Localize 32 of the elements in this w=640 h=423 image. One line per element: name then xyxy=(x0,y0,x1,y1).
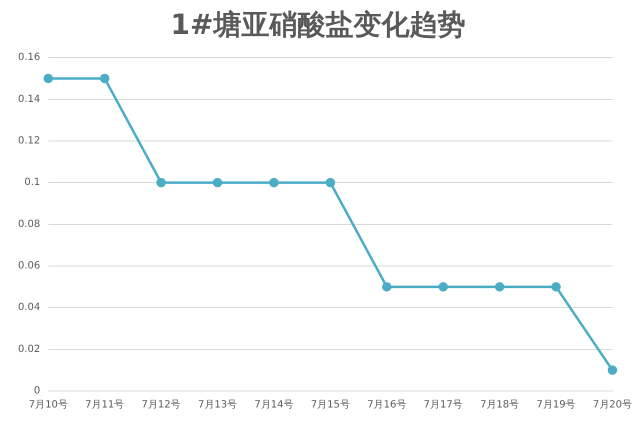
y-tick-label: 0.1 xyxy=(24,177,40,188)
point xyxy=(608,365,618,375)
point xyxy=(326,178,336,188)
x-tick-label: 7月16号 xyxy=(367,400,406,411)
point xyxy=(438,282,448,292)
point xyxy=(212,178,222,188)
x-tick-label: 7月15号 xyxy=(310,400,350,411)
point xyxy=(156,178,166,188)
y-tick-label: 0.08 xyxy=(18,218,40,230)
x-tick-label: 7月20号 xyxy=(592,400,632,411)
point xyxy=(100,74,110,84)
y-tick-label: 0.02 xyxy=(18,344,40,355)
y-tick-label: 0.16 xyxy=(18,52,40,64)
x-tick-label: 7月18号 xyxy=(480,400,520,411)
x-tick-label: 7月19号 xyxy=(536,400,576,411)
x-tick-label: 7月11号 xyxy=(85,400,124,411)
x-tick-label: 7月14号 xyxy=(254,400,294,411)
x-tick-label: 7月12号 xyxy=(142,400,181,411)
x-tick-label: 7月10号 xyxy=(28,400,68,411)
point xyxy=(269,178,279,188)
x-tick-label: 7月13号 xyxy=(198,400,238,411)
point xyxy=(44,74,54,84)
y-tick-label: 0 xyxy=(34,386,40,397)
chart-title: 1#塘亚硝酸盐变化趋势 xyxy=(170,8,466,42)
y-tick-label: 0.06 xyxy=(18,260,40,272)
y-tick-label: 0.14 xyxy=(18,94,40,105)
y-tick-label: 0.04 xyxy=(18,302,40,314)
point xyxy=(551,282,561,292)
y-tick-label: 0.12 xyxy=(18,136,40,147)
point xyxy=(382,282,392,292)
point xyxy=(494,282,504,292)
x-tick-label: 7月17号 xyxy=(424,400,463,411)
